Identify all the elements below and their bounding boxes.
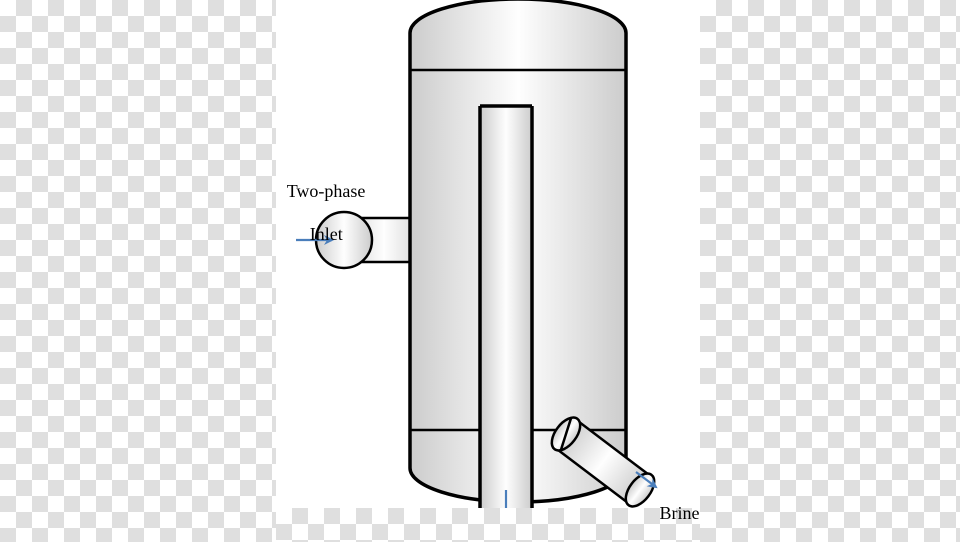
downcomer-tube xyxy=(480,106,532,540)
checker-right xyxy=(700,0,960,542)
checker-bottom xyxy=(276,508,700,542)
checker-left xyxy=(0,0,276,542)
